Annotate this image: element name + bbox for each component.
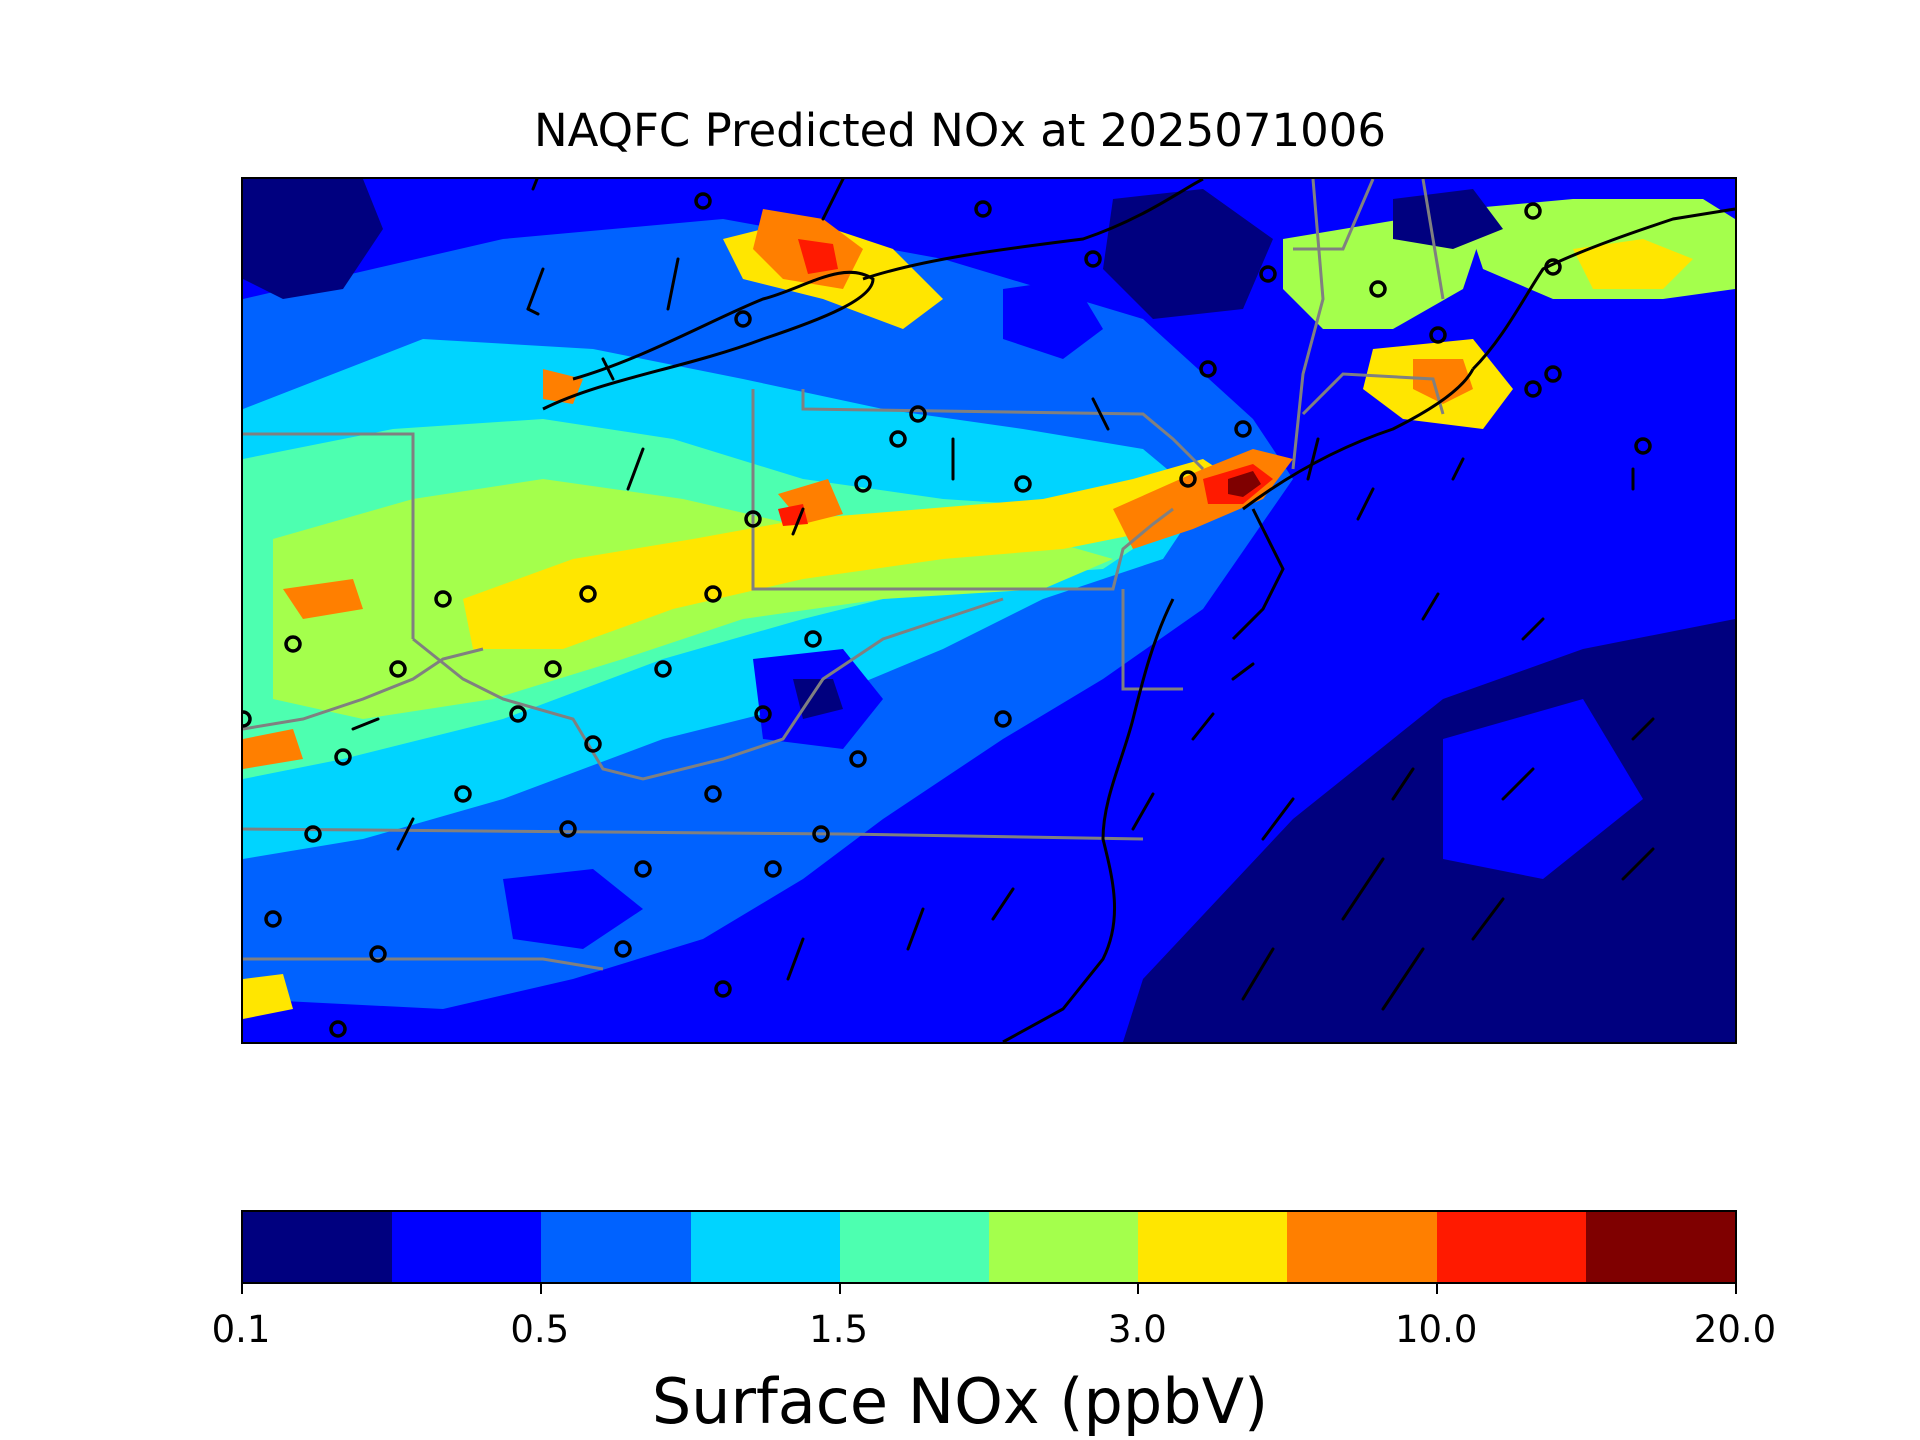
map-title: NAQFC Predicted NOx at 2025071006	[533, 104, 1387, 157]
colorbar-tick	[241, 1284, 243, 1294]
colorbar-segment	[1287, 1212, 1437, 1282]
colorbar	[241, 1210, 1737, 1284]
colorbar-tick	[1436, 1284, 1439, 1294]
colorbar-segment	[1138, 1212, 1288, 1282]
colorbar-tick-label: 0.5	[510, 1308, 570, 1351]
colorbar-segment	[392, 1212, 542, 1282]
colorbar-segment	[1585, 1212, 1736, 1282]
wind-barbs	[351, 179, 1655, 1011]
colorbar-tick	[838, 1284, 841, 1294]
colorbar-segment	[839, 1212, 990, 1282]
colorbar-segment	[989, 1212, 1139, 1282]
colorbar-segment	[690, 1212, 840, 1282]
coastlines	[542, 179, 1735, 1042]
colorbar-tick	[1735, 1284, 1737, 1294]
colorbar-segment	[541, 1212, 691, 1282]
colorbar-segment	[243, 1212, 393, 1282]
state-boundaries	[243, 179, 1445, 971]
concentration-field	[243, 179, 1735, 1042]
map-panel	[241, 177, 1737, 1044]
colorbar-segment	[1436, 1212, 1586, 1282]
colorbar-label: Surface NOx (ppbV)	[651, 1365, 1269, 1438]
colorbar-tick	[539, 1284, 542, 1294]
monitor-sites	[243, 192, 1652, 1038]
colorbar-tick	[1137, 1284, 1140, 1294]
colorbar-tick-label: 20.0	[1693, 1308, 1777, 1351]
colorbar-tick-label: 0.1	[211, 1308, 271, 1351]
colorbar-tick-label: 1.5	[809, 1308, 869, 1351]
colorbar-tick-label: 3.0	[1107, 1308, 1167, 1351]
nox-map	[243, 179, 1735, 1042]
colorbar-tick-label: 10.0	[1394, 1308, 1478, 1351]
